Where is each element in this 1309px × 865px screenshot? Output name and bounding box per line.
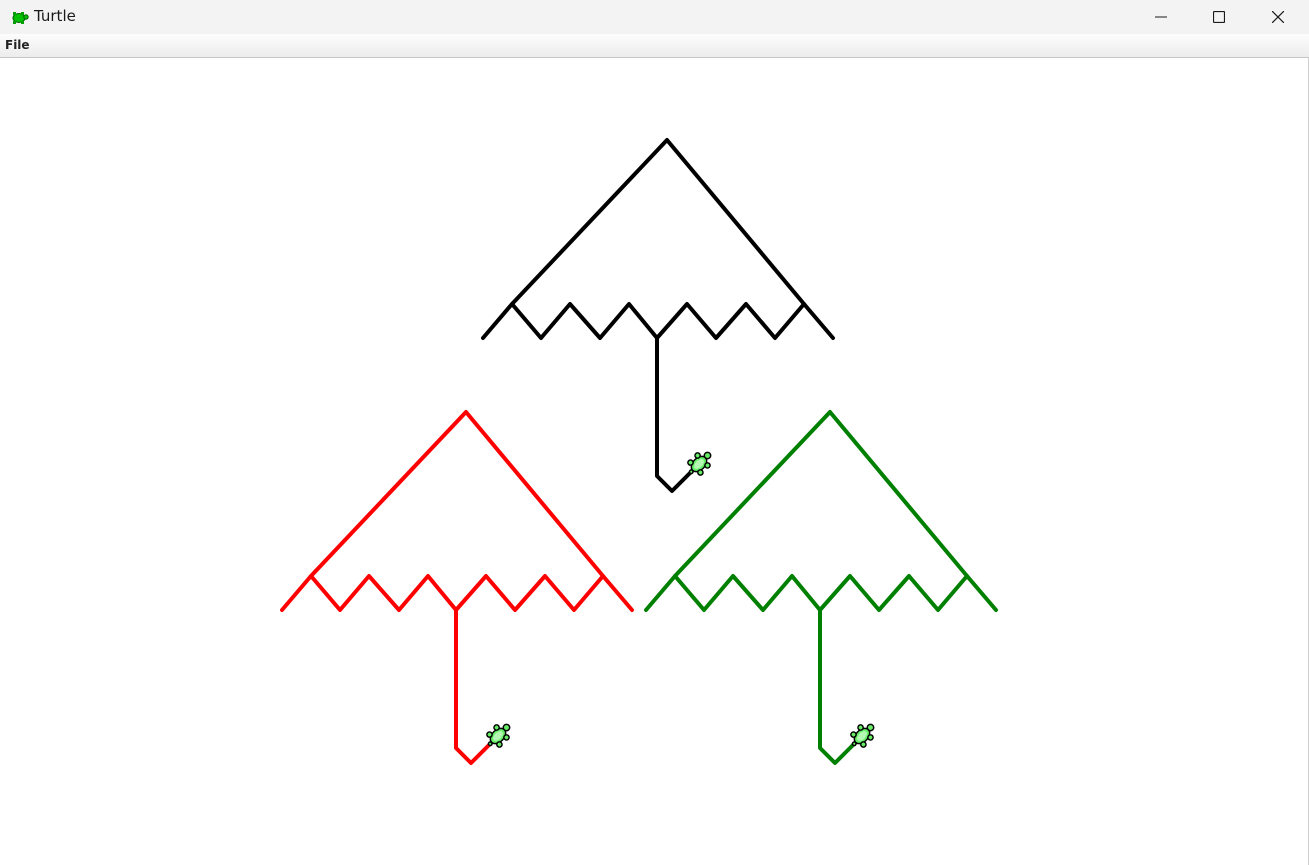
close-icon (1272, 11, 1284, 23)
menu-bar: File (0, 34, 1309, 58)
umbrella-black (481, 138, 835, 493)
turtle-icon (12, 12, 29, 24)
umbrella-canopy (309, 410, 605, 578)
umbrella-handle (655, 336, 699, 493)
umbrella-green (644, 410, 998, 765)
turtle-canvas[interactable] (0, 58, 1309, 865)
turtle-cursor-icon (687, 451, 712, 476)
umbrella-canopy (673, 410, 969, 578)
umbrella-scalloped-edge (644, 574, 998, 612)
umbrella-red (280, 410, 634, 765)
umbrellas-layer (280, 138, 998, 765)
umbrella-handle (818, 608, 862, 765)
drawing-surface (280, 138, 998, 765)
turtle-cursor-icon (850, 723, 875, 748)
maximize-icon (1213, 11, 1225, 23)
umbrella-scalloped-edge (481, 302, 835, 340)
umbrella-scalloped-edge (280, 574, 634, 612)
title-bar: Turtle (0, 0, 1309, 34)
minimize-icon (1155, 16, 1167, 18)
maximize-button[interactable] (1190, 0, 1248, 34)
close-button[interactable] (1249, 0, 1307, 34)
umbrella-handle (454, 608, 498, 765)
umbrella-canopy (510, 138, 806, 306)
menu-file[interactable]: File (5, 38, 30, 52)
window-title: Turtle (34, 7, 76, 25)
turtle-cursor-icon (486, 723, 511, 748)
minimize-button[interactable] (1132, 0, 1190, 34)
